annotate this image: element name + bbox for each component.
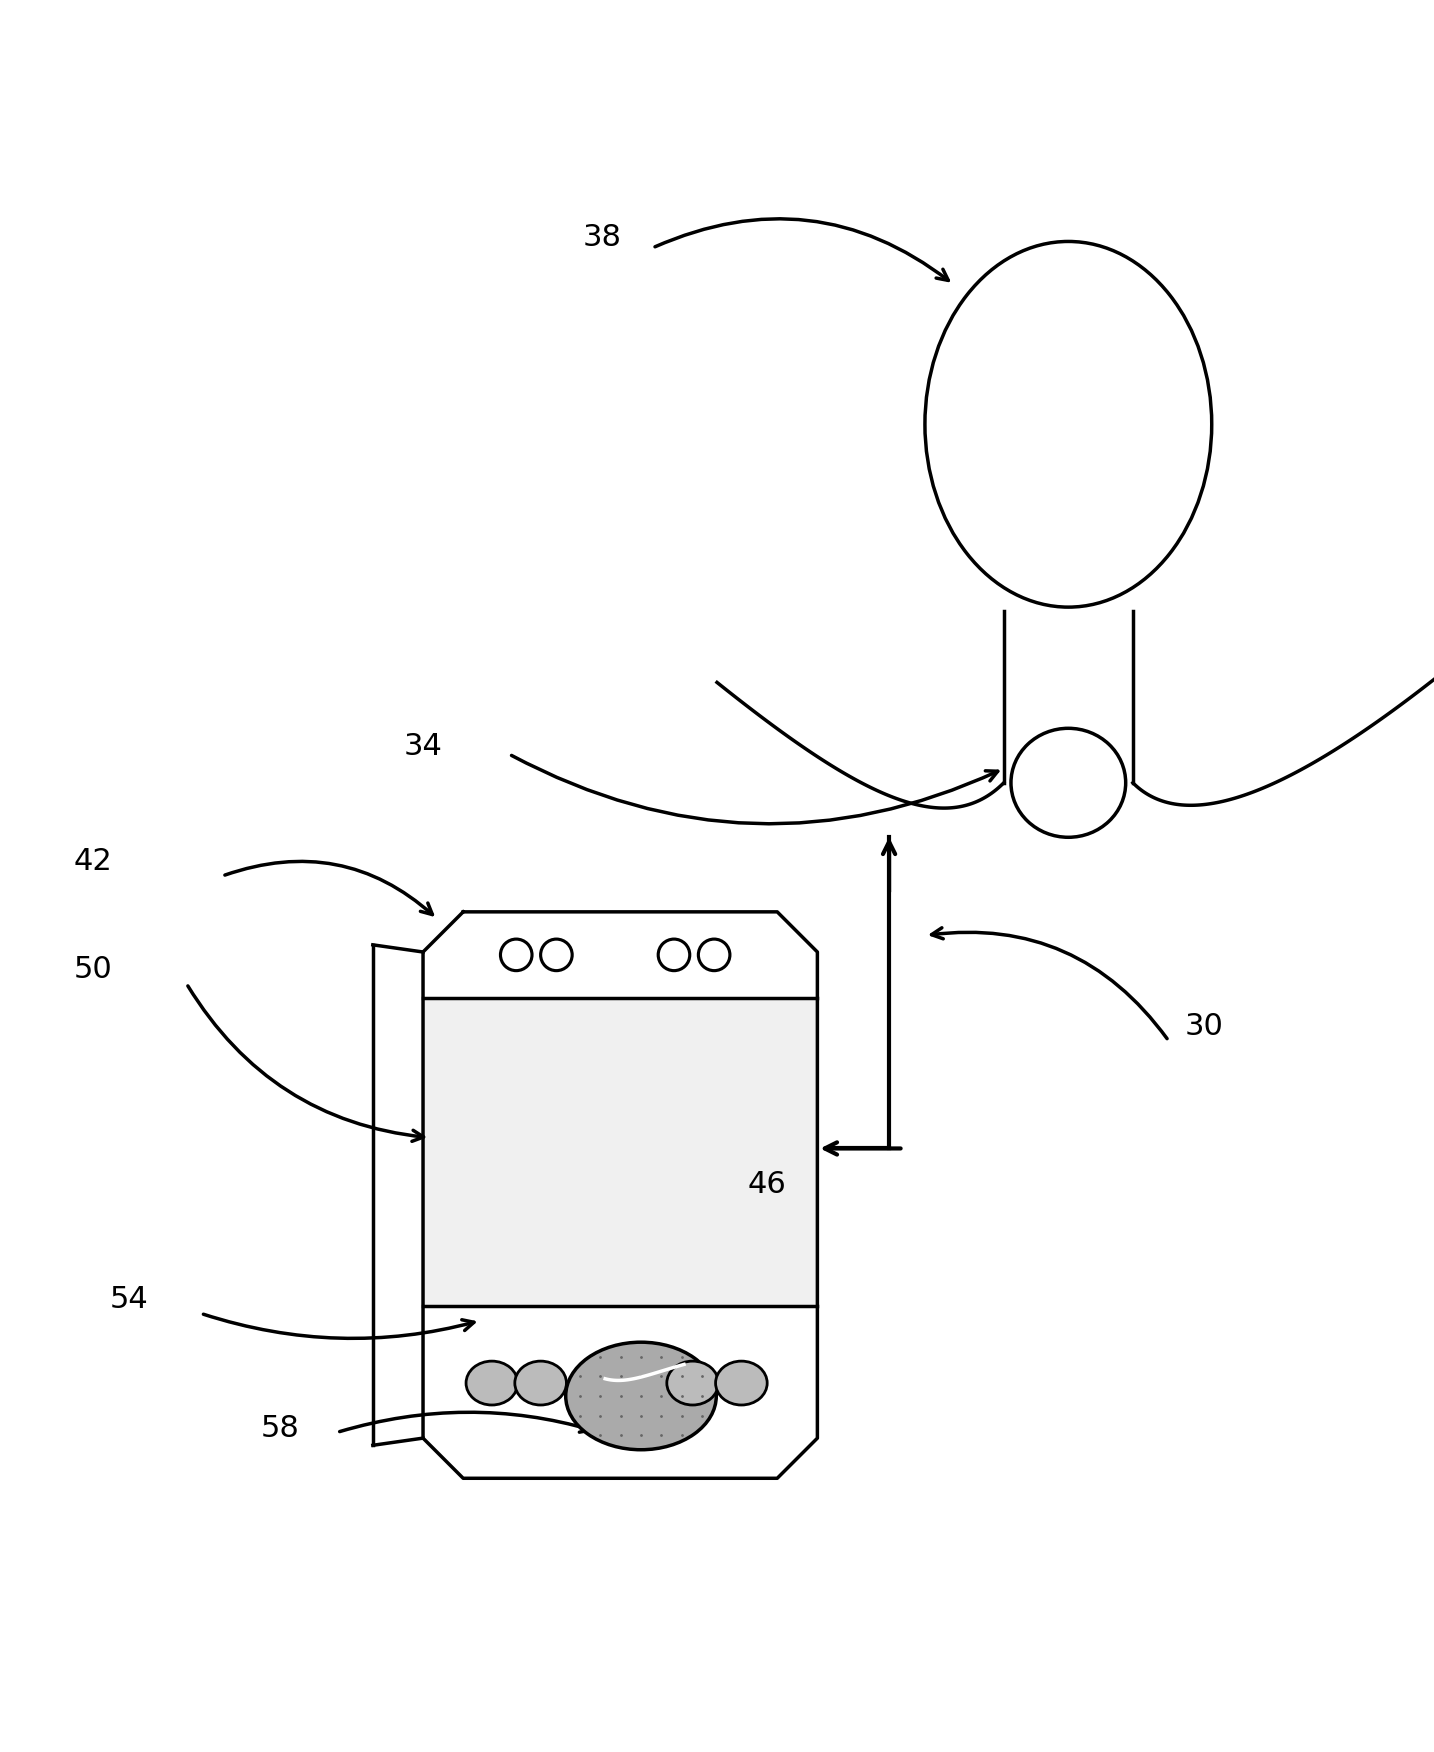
- Text: 58: 58: [260, 1414, 300, 1442]
- Ellipse shape: [1011, 729, 1126, 837]
- Ellipse shape: [515, 1361, 566, 1405]
- Ellipse shape: [667, 1361, 718, 1405]
- Ellipse shape: [658, 939, 690, 971]
- Ellipse shape: [466, 1361, 518, 1405]
- Text: 38: 38: [582, 223, 622, 252]
- Ellipse shape: [565, 1342, 716, 1449]
- Ellipse shape: [541, 939, 572, 971]
- Ellipse shape: [925, 242, 1212, 608]
- Text: 54: 54: [109, 1284, 149, 1314]
- Ellipse shape: [716, 1361, 767, 1405]
- Text: 30: 30: [1184, 1013, 1225, 1041]
- Text: 42: 42: [73, 848, 113, 876]
- Text: 50: 50: [73, 955, 113, 983]
- FancyBboxPatch shape: [423, 999, 817, 1307]
- Text: 34: 34: [403, 732, 443, 762]
- Text: 46: 46: [747, 1170, 787, 1198]
- Ellipse shape: [500, 939, 532, 971]
- Ellipse shape: [698, 939, 730, 971]
